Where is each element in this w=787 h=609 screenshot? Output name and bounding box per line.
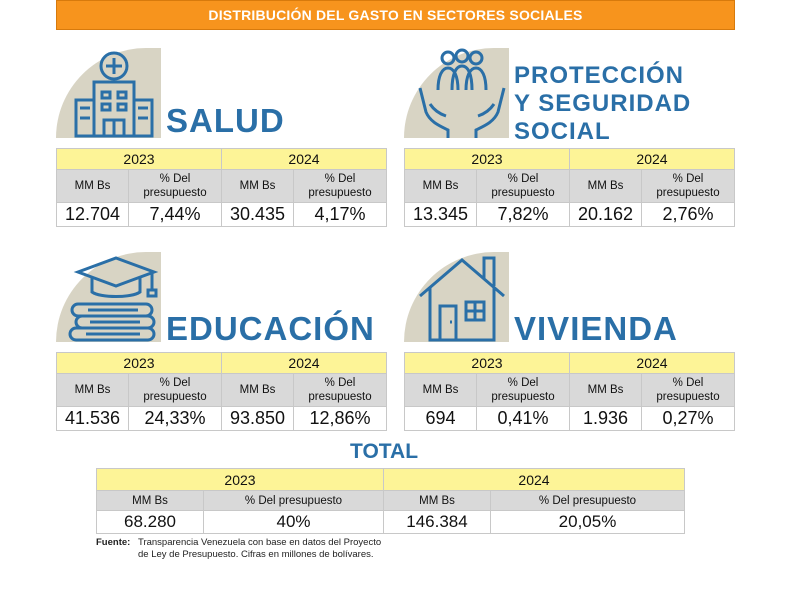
col-mm: MM Bs — [569, 169, 642, 203]
sector-table: 2023 2024 MM Bs % Del presupuesto MM Bs % … — [404, 352, 735, 431]
sector-title-line: PROTECCIÓN — [514, 62, 685, 89]
year-2024: 2024 — [569, 352, 735, 374]
col-pct: % Del presupuesto — [293, 169, 387, 203]
year-2024: 2024 — [221, 352, 387, 374]
col-pct: % Del presupuesto — [641, 373, 735, 407]
col-pct: % Del presupuesto — [476, 169, 570, 203]
source-label: Fuente: — [96, 537, 131, 548]
value-2023-pct: 0,41% — [476, 406, 570, 431]
section-salud: SALUD 2023 2024 MM Bs % Del presupuesto MM… — [56, 48, 387, 228]
col-pct: % Del presupuesto — [641, 169, 735, 203]
hospital-icon — [74, 51, 154, 138]
sector-title: VIVIENDA — [514, 310, 678, 347]
sector-title: SALUD — [166, 102, 285, 139]
col-mm: MM Bs — [56, 169, 129, 203]
family-care-icon — [418, 48, 506, 138]
col-pct: % Del presupuesto — [490, 490, 685, 511]
year-2024: 2024 — [383, 468, 685, 491]
col-pct: % Del presupuesto — [128, 169, 222, 203]
col-mm: MM Bs — [221, 169, 294, 203]
source-text: Transparencia Venezuela con base en dato… — [138, 537, 382, 548]
value-2023-pct: 7,82% — [476, 202, 570, 227]
col-mm: MM Bs — [404, 373, 477, 407]
col-pct: % Del presupuesto — [203, 490, 384, 511]
sector-title: PROTECCIÓN Y SEGURIDAD SOCIAL — [514, 62, 691, 146]
total-2024-mm: 146.384 — [383, 510, 491, 534]
col-mm: MM Bs — [221, 373, 294, 407]
sector-table: 2023 2024 MM Bs % Del presupuesto MM Bs % … — [56, 352, 387, 431]
value-2024-pct: 2,76% — [641, 202, 735, 227]
value-2024-mm: 20.162 — [569, 202, 642, 227]
year-2024: 2024 — [221, 148, 387, 170]
total-2023-mm: 68.280 — [96, 510, 204, 534]
total-2024-pct: 20,05% — [490, 510, 685, 534]
col-pct: % Del presupuesto — [476, 373, 570, 407]
col-mm: MM Bs — [404, 169, 477, 203]
sector-title: EDUCACIÓN — [166, 310, 375, 347]
col-mm: MM Bs — [96, 490, 204, 511]
value-2023-pct: 24,33% — [128, 406, 222, 431]
source-note: Fuente: Transparencia Venezuela con base … — [96, 537, 381, 561]
value-2024-pct: 12,86% — [293, 406, 387, 431]
section-vivienda: VIVIENDA 2023 2024 MM Bs % Del presupuesto… — [404, 252, 735, 432]
value-2024-mm: 93.850 — [221, 406, 294, 431]
year-2023: 2023 — [56, 148, 222, 170]
section-educacion: EDUCACIÓN 2023 2024 MM Bs % Del presupuest… — [56, 252, 387, 432]
value-2023-pct: 7,44% — [128, 202, 222, 227]
col-mm: MM Bs — [569, 373, 642, 407]
year-2024: 2024 — [569, 148, 735, 170]
source-text-2: de Ley de Presupuesto. Cifras en millone… — [138, 549, 374, 560]
value-2024-pct: 0,27% — [641, 406, 735, 431]
house-icon — [419, 256, 505, 342]
value-2023-mm: 694 — [404, 406, 477, 431]
year-2023: 2023 — [56, 352, 222, 374]
value-2024-mm: 1.936 — [569, 406, 642, 431]
value-2024-mm: 30.435 — [221, 202, 294, 227]
year-2023: 2023 — [404, 148, 570, 170]
col-pct: % Del presupuesto — [293, 373, 387, 407]
sector-table: 2023 2024 MM Bs % Del presupuesto MM Bs % … — [404, 148, 735, 227]
year-2023: 2023 — [404, 352, 570, 374]
graduation-books-icon — [68, 256, 159, 342]
value-2023-mm: 13.345 — [404, 202, 477, 227]
section-proteccion: PROTECCIÓN Y SEGURIDAD SOCIAL 2023 2024 M… — [404, 48, 735, 228]
value-2023-mm: 41.536 — [56, 406, 129, 431]
total-title: TOTAL — [350, 440, 419, 463]
value-2024-pct: 4,17% — [293, 202, 387, 227]
value-2023-mm: 12.704 — [56, 202, 129, 227]
col-mm: MM Bs — [383, 490, 491, 511]
page-banner: DISTRIBUCIÓN DEL GASTO EN SECTORES SOCIA… — [56, 0, 735, 30]
sector-table: 2023 2024 MM Bs % Del presupuesto MM Bs % … — [56, 148, 387, 227]
sector-title-line: Y SEGURIDAD — [514, 90, 692, 117]
col-mm: MM Bs — [56, 373, 129, 407]
total-2023-pct: 40% — [203, 510, 384, 534]
col-pct: % Del presupuesto — [128, 373, 222, 407]
sector-title-line: SOCIAL — [514, 118, 611, 145]
year-2023: 2023 — [96, 468, 384, 491]
total-table: 2023 2024 MM Bs % Del presupuesto MM Bs %… — [96, 468, 685, 534]
